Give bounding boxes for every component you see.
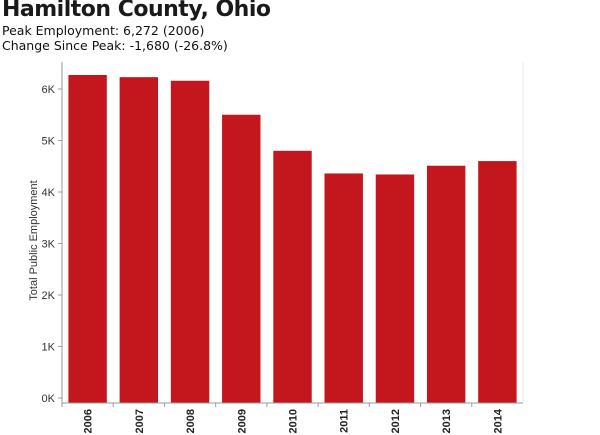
y-tick-label: 3K [42, 239, 56, 251]
x-tick-label: 2014 [492, 408, 504, 433]
y-tick-label: 5K [42, 136, 56, 148]
x-tick-label: 2013 [441, 409, 453, 433]
y-tick-label: 0K [42, 393, 56, 405]
bars [68, 74, 517, 403]
x-tick-label: 2006 [83, 409, 95, 433]
x-tick-label: 2012 [390, 409, 402, 433]
y-axis-label: Total Public Employment [28, 180, 40, 300]
x-tick-label: 2007 [134, 409, 146, 433]
chart-title: Hamilton County, Ohio [2, 0, 271, 22]
x-tick-label: 2008 [185, 409, 197, 433]
bar-2009 [222, 114, 261, 403]
x-tick-label: 2011 [339, 409, 351, 433]
y-tick-label: 2K [42, 290, 56, 302]
y-tick-label: 1K [42, 342, 56, 354]
y-tick-label: 4K [42, 187, 56, 199]
x-tick-label: 2009 [236, 409, 248, 433]
bar-2014 [478, 161, 517, 403]
y-tick-label: 6K [42, 84, 56, 96]
bar-2006 [68, 74, 107, 403]
change-since-peak-text: Change Since Peak: -1,680 (-26.8%) [2, 38, 228, 53]
x-axis: 2006 2007 2008 2009 2010 2011 2012 2013 2014 [61, 402, 523, 433]
peak-employment-text: Peak Employment: 6,272 (2006) [2, 23, 205, 38]
x-tick-label: 2010 [288, 409, 300, 433]
bar-2012 [375, 174, 415, 403]
bar-2010 [273, 150, 312, 403]
bar-2007 [119, 77, 159, 403]
bar-2008 [170, 80, 210, 403]
bar-2013 [426, 165, 466, 403]
bar-2011 [324, 173, 363, 403]
y-axis: 0K 1K 2K 3K 4K 5K 6K [42, 62, 63, 405]
